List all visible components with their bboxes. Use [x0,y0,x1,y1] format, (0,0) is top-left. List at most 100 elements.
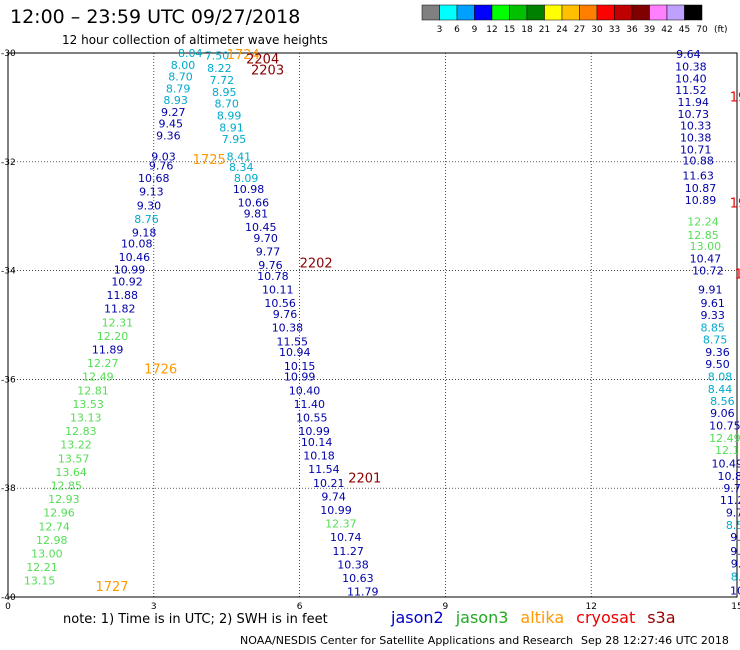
wave-height-value: 13.00 [690,240,722,253]
wave-height-value: 9.7 [723,482,740,495]
colorbar-unit: (ft) [714,25,728,35]
wave-height-value: 12.37 [325,518,357,531]
wave-height-value: 12.74 [38,520,70,533]
wave-height-value: 10.94 [279,346,311,359]
plot-frame [7,52,738,598]
wave-height-value: 8.75 [703,334,728,347]
wave-height-value: 10.74 [330,531,362,544]
wave-height-value: 9.36 [705,346,730,359]
wave-height-value: 8.70 [214,98,239,111]
wave-height-value: 12.31 [102,316,134,329]
wave-height-value: 12.93 [48,493,80,506]
wave-height-value: 8.00 [171,59,196,72]
wave-height-value: 9.45 [159,118,184,131]
orbit-label: 194 [730,91,740,106]
orbit-label: 1726 [144,363,177,378]
wave-height-value: 8.44 [708,383,733,396]
wave-height-value: 10.99 [320,504,352,517]
colorbar-swatch [684,4,703,21]
wave-height-value: 9.33 [700,309,725,322]
x-tick-label: 15 [731,602,740,612]
wave-height-value: 10.18 [303,450,335,463]
wave-height-value: 10.66 [238,197,270,210]
wave-height-value: 9. [730,531,740,544]
chart-subtitle: 12 hour collection of altimeter wave hei… [62,33,328,47]
wave-height-value: 10.15 [284,360,316,373]
wave-height-value: 9.18 [132,227,157,240]
wave-height-value: 9.64 [676,48,701,61]
wave-height-value: 9.13 [139,186,164,199]
colorbar-tick: 24 [556,25,568,35]
wave-height-value: 7.50 [205,50,230,63]
wave-height-value: 11.27 [332,545,364,558]
wave-height-value: 8.99 [217,110,242,123]
wave-height-value: 9.91 [698,284,723,297]
wave-height-value: 9.30 [137,199,162,212]
x-tick-label: 0 [5,602,11,612]
colorbar-tick: 36 [626,25,638,35]
x-tick-label: 3 [151,602,157,612]
wave-height-value: 12.20 [97,330,129,343]
x-tick-label: 9 [443,602,449,612]
wave-height-value: 12.83 [65,425,97,438]
wave-height-value: 11.63 [682,169,714,182]
wave-height-value: 9.36 [156,130,181,143]
wave-height-value: 10.92 [111,275,143,288]
wave-height-value: 11.55 [277,335,309,348]
wave-height-value: 8.79 [166,82,191,95]
colorbar-tick: 6 [454,25,460,35]
wave-height-value: 10.40 [289,384,321,397]
wave-height-value: 12.27 [87,357,119,370]
wave-height-value: 8.91 [219,122,244,135]
wave-height-value: 9.27 [161,106,186,119]
orbit-label: 1724 [227,48,260,63]
wave-height-value: 9. [730,545,740,558]
wave-height-value: 10.08 [121,237,153,250]
colorbar-tick: 30 [591,25,603,35]
wave-height-value: 12.21 [26,561,58,574]
wave-height-value: 11.82 [104,303,136,316]
wave-height-value: 10.78 [257,270,289,283]
footer-note: note: 1) Time is in UTC; 2) SWH is in fe… [63,612,328,627]
wave-height-value: 13.15 [24,575,56,588]
colorbar-tick: 12 [486,25,497,35]
wave-height-value: 8.22 [207,62,232,75]
y-tick-label: -38 [1,484,16,494]
wave-height-value: 10.40 [675,73,707,86]
wave-height-value: 10.89 [685,194,717,207]
legend-jason2: jason2 [391,608,444,627]
wave-height-value: 10 [730,584,740,597]
wave-height-value: 10.71 [680,143,712,156]
wave-height-value: 10.8 [717,470,740,483]
wave-height-value: 10.46 [119,251,151,264]
wave-height-value: 13.57 [58,452,90,465]
wave-height-value: 9.61 [700,297,725,310]
wave-height-value: 10.87 [685,182,717,195]
chart-title: 12:00 – 23:59 UTC 09/27/2018 [10,6,301,28]
wave-height-value: 8. [731,570,740,583]
colorbar-tick: 45 [679,25,690,35]
wave-height-value: 10.68 [138,172,170,185]
colorbar-tick: 27 [574,25,585,35]
wave-height-value: 9.76 [273,308,298,321]
orbit-label: 2202 [300,256,333,271]
orbit-label: 2203 [251,63,284,78]
orbit-label: 1725 [193,153,226,168]
wave-height-value: 11.79 [347,586,379,599]
colorbar-tick: 42 [661,25,672,35]
wave-height-value: 10.49 [712,458,740,471]
legend-altika: altika [520,608,565,627]
colorbar-tick: 18 [521,25,533,35]
wave-height-value: 10.38 [272,322,304,335]
colorbar-tick: 9 [472,25,478,35]
wave-height-value: 8.34 [229,161,254,174]
orbit-label: 2204 [246,52,279,67]
wave-height-value: 12.98 [36,534,68,547]
orbit-label: 1727 [95,580,128,595]
wave-height-value: 9.06 [710,407,735,420]
legend-jason3: jason3 [455,608,509,627]
wave-height-value: 8.70 [168,70,193,83]
y-tick-label: -30 [1,49,16,59]
wave-height-value: 12.85 [687,229,719,242]
